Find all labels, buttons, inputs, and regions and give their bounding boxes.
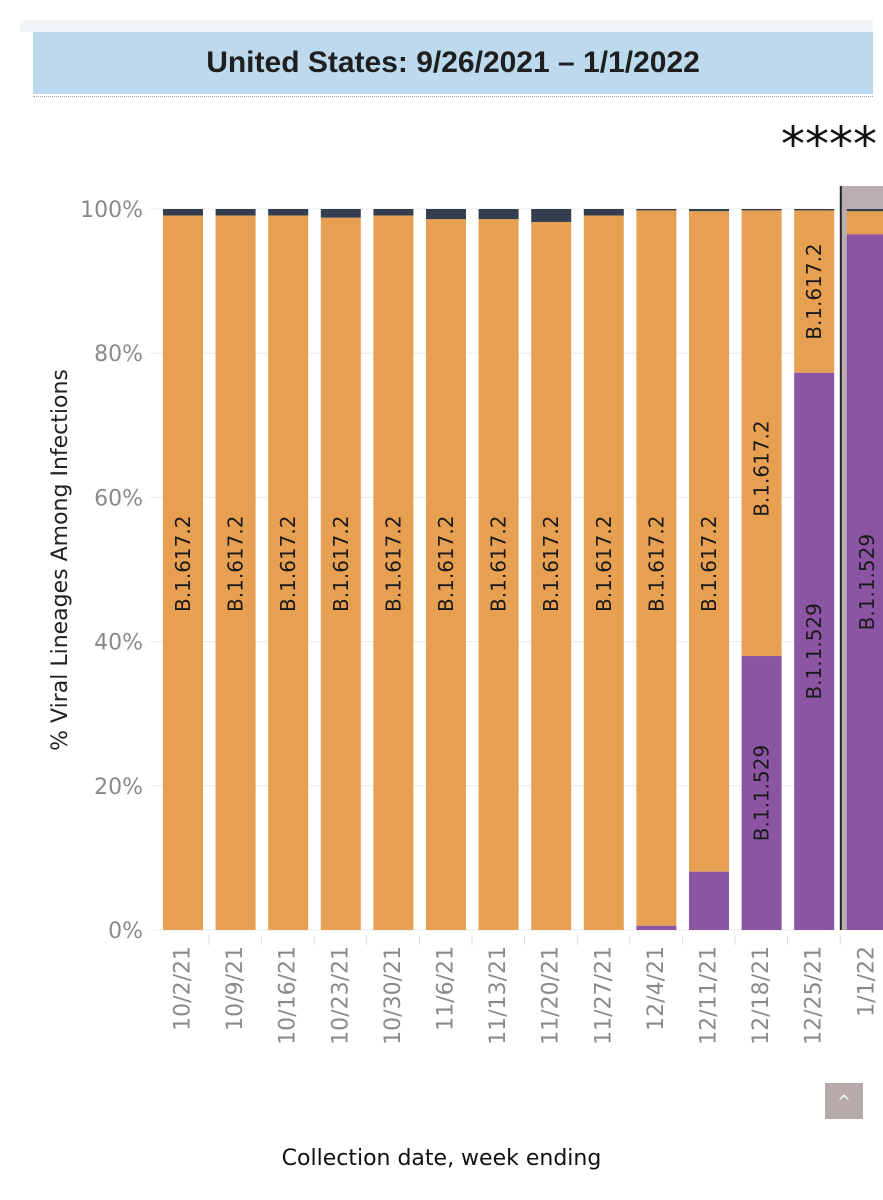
bar-segment bbox=[846, 234, 883, 931]
bar-segment bbox=[741, 656, 782, 930]
y-tick-label: 60% bbox=[94, 486, 143, 511]
bar-segment bbox=[531, 221, 572, 930]
bar-segment bbox=[741, 209, 782, 211]
x-tick-label: 11/6/21 bbox=[434, 946, 459, 1031]
y-tick-label: 100% bbox=[80, 198, 143, 223]
bar-segment bbox=[689, 211, 729, 872]
bar-segment bbox=[794, 372, 835, 930]
bar-segment bbox=[794, 209, 835, 211]
bar-data-label: B.1.617.2 bbox=[592, 516, 616, 612]
bar-segment bbox=[373, 209, 414, 216]
x-tick-label: 10/9/21 bbox=[223, 946, 248, 1031]
y-tick-label: 0% bbox=[108, 919, 143, 944]
bar-segment bbox=[741, 210, 782, 657]
x-tick-label: 10/30/21 bbox=[381, 946, 406, 1045]
y-tick-label: 40% bbox=[94, 631, 143, 656]
bar-data-label: B.1.617.2 bbox=[802, 243, 826, 339]
y-axis-title: % Viral Lineages Among Infections bbox=[48, 369, 73, 751]
bar-data-label: B.1.617.2 bbox=[224, 516, 248, 612]
bar-data-label: B.1.617.2 bbox=[644, 516, 668, 612]
x-axis-title: Collection date, week ending bbox=[281, 1146, 602, 1171]
bar-segment bbox=[320, 217, 361, 931]
bar-segment bbox=[689, 871, 729, 930]
x-tick-label: 11/20/21 bbox=[539, 946, 564, 1045]
bar-segment bbox=[320, 209, 361, 218]
bar-data-label: B.1.617.2 bbox=[329, 516, 353, 612]
bar-segment bbox=[215, 215, 256, 930]
x-tick-label: 1/1/22 bbox=[854, 946, 879, 1017]
y-tick-label: 20% bbox=[94, 775, 143, 800]
bar-segment bbox=[268, 215, 309, 930]
bars: B.1.617.2 B.1.617.2 B.1.617.2 B.1.617.2 B.1.… bbox=[163, 209, 883, 931]
x-tick-label: 11/27/21 bbox=[591, 946, 616, 1045]
bar-segment bbox=[794, 210, 835, 373]
chart-title: United States: 9/26/2021 – 1/1/2022 bbox=[206, 46, 700, 79]
bar-data-label: B.1.617.2 bbox=[171, 516, 195, 612]
bar-data-label: B.1.1.529 bbox=[802, 603, 826, 699]
bar-data-label: B.1.1.529 bbox=[855, 534, 879, 630]
bar-data-label: B.1.617.2 bbox=[381, 516, 405, 612]
bar-segment bbox=[426, 209, 466, 220]
bar-data-label: B.1.617.2 bbox=[487, 516, 511, 612]
x-tick-label: 12/18/21 bbox=[749, 946, 774, 1045]
bar-segment bbox=[215, 209, 256, 216]
x-tick-label: 11/13/21 bbox=[486, 946, 511, 1045]
x-axis-ticks: 10/2/21 10/9/21 10/16/21 10/23/21 10/30/21 11… bbox=[171, 935, 879, 1045]
bar-segment bbox=[636, 925, 677, 930]
bar-segment bbox=[636, 210, 677, 926]
title-bar: United States: 9/26/2021 – 1/1/2022 bbox=[33, 32, 873, 94]
title-divider bbox=[33, 96, 873, 97]
bar-segment bbox=[689, 209, 729, 212]
bar-segment bbox=[478, 219, 519, 930]
top-strip bbox=[20, 20, 873, 32]
scroll-up-button[interactable]: ^ bbox=[825, 1083, 863, 1119]
x-tick-label: 10/2/21 bbox=[171, 946, 196, 1031]
bar-segment bbox=[268, 209, 309, 216]
bar-data-label: B.1.1.529 bbox=[750, 745, 774, 841]
bar-segment bbox=[846, 211, 883, 235]
bar-segment bbox=[478, 209, 519, 220]
y-tick-label: 80% bbox=[94, 342, 143, 367]
bar-segment bbox=[373, 215, 414, 930]
x-tick-label: 12/25/21 bbox=[802, 946, 827, 1045]
bar-segment bbox=[426, 219, 466, 930]
bar-segment bbox=[636, 209, 677, 211]
x-tick-label: 12/11/21 bbox=[697, 946, 722, 1045]
bar-segment bbox=[163, 215, 203, 930]
bar-data-label: B.1.617.2 bbox=[750, 420, 774, 516]
bar-data-label: B.1.617.2 bbox=[276, 516, 300, 612]
bar-data-label: B.1.617.2 bbox=[434, 516, 458, 612]
nowcast-marker: **** bbox=[781, 117, 877, 173]
x-tick-label: 10/16/21 bbox=[276, 946, 301, 1045]
x-tick-label: 10/23/21 bbox=[328, 946, 353, 1045]
bar-segment bbox=[583, 209, 624, 216]
bar-segment bbox=[163, 209, 203, 216]
bar-segment bbox=[846, 209, 883, 212]
x-tick-label: 12/4/21 bbox=[644, 946, 669, 1031]
bar-segment bbox=[583, 215, 624, 930]
bar-data-label: B.1.617.2 bbox=[539, 516, 563, 612]
y-axis-ticks: 0% 20% 40% 60% 80% 100% bbox=[80, 198, 143, 944]
bar-segment bbox=[531, 209, 572, 222]
bar-data-label: B.1.617.2 bbox=[697, 516, 721, 612]
